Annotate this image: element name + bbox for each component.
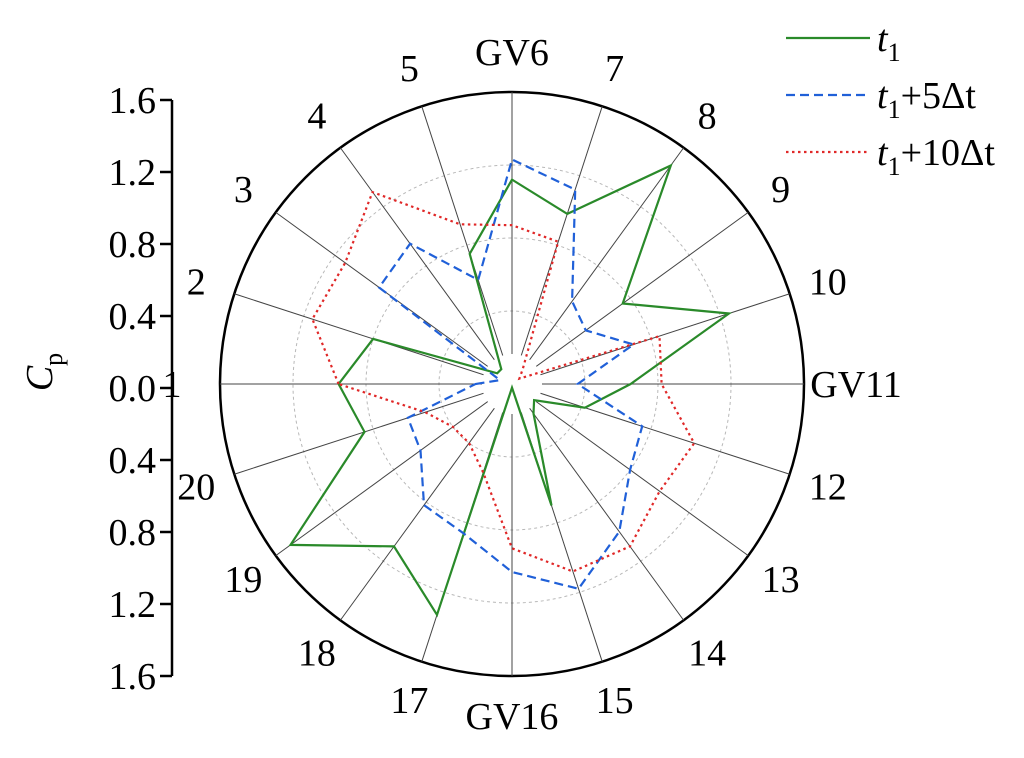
category-label-8: 8: [698, 95, 717, 137]
r-tick-label-7: 1.2: [109, 584, 157, 626]
category-label-18: 18: [298, 633, 336, 675]
category-labels: 12345GV678910GV1112131415GV1617181920: [163, 32, 902, 738]
spoke-20: [234, 383, 513, 475]
category-label-12: 12: [809, 467, 847, 509]
center-hub: [482, 354, 542, 414]
r-tick-label-2: 0.8: [109, 224, 157, 266]
category-label-13: 13: [762, 559, 800, 601]
r-tick-label-6: 0.8: [109, 512, 157, 554]
category-label-GV11: GV11: [810, 364, 901, 406]
category-label-9: 9: [771, 169, 790, 211]
r-tick-label-1: 1.2: [109, 152, 157, 194]
y-axis-title-main: C: [19, 365, 61, 391]
spoke-8: [511, 147, 685, 385]
legend-label-base: t: [877, 132, 889, 174]
category-label-17: 17: [390, 680, 428, 722]
legend-label-sub: 1: [888, 152, 901, 181]
r-tick-label-8: 1.6: [109, 656, 157, 698]
spoke-5: [421, 106, 513, 385]
spoke-4: [339, 147, 513, 385]
legend-label-0: t1: [877, 18, 901, 67]
series-line-1: [377, 157, 644, 591]
legend-label-1: t1+5Δt: [877, 75, 976, 124]
y-axis-title: Cp: [19, 353, 68, 391]
series-layer: [288, 157, 733, 618]
spoke-14: [511, 383, 685, 621]
spoke-12: [511, 383, 790, 475]
category-label-2: 2: [187, 261, 206, 303]
legend-label-suffix: +5Δt: [901, 75, 977, 117]
series-line-0: [288, 163, 733, 618]
r-tick-label-3: 0.4: [109, 296, 157, 338]
legend-label-suffix: +10Δt: [901, 132, 996, 174]
spoke-18: [339, 383, 513, 621]
r-tick-label-4: 0.0: [109, 368, 157, 410]
category-label-15: 15: [596, 680, 634, 722]
category-label-19: 19: [224, 559, 262, 601]
category-label-GV16: GV16: [466, 696, 559, 738]
category-label-20: 20: [177, 467, 215, 509]
category-label-4: 4: [307, 95, 326, 137]
category-label-10: 10: [809, 261, 847, 303]
legend-label-base: t: [877, 18, 889, 60]
series-line-2: [311, 190, 696, 573]
r-tick-label-0: 1.6: [109, 80, 157, 122]
legend-label-2: t1+10Δt: [877, 132, 995, 181]
spoke-9: [511, 211, 749, 385]
category-label-5: 5: [400, 48, 419, 90]
category-label-3: 3: [234, 169, 253, 211]
legend-label-base: t: [877, 75, 889, 117]
category-label-7: 7: [605, 48, 624, 90]
y-axis-title-sub: p: [39, 353, 68, 366]
category-label-14: 14: [688, 633, 726, 675]
legend-label-sub: 1: [888, 95, 901, 124]
category-label-GV6: GV6: [475, 32, 549, 74]
radial-axis: 1.6 1.2 0.8 0.4 0.0 0.4 0.8 1.2 1.6 Cp: [19, 80, 174, 698]
r-tick-label-5: 0.4: [109, 440, 157, 482]
legend-label-sub: 1: [888, 38, 901, 67]
spoke-19: [275, 383, 513, 557]
